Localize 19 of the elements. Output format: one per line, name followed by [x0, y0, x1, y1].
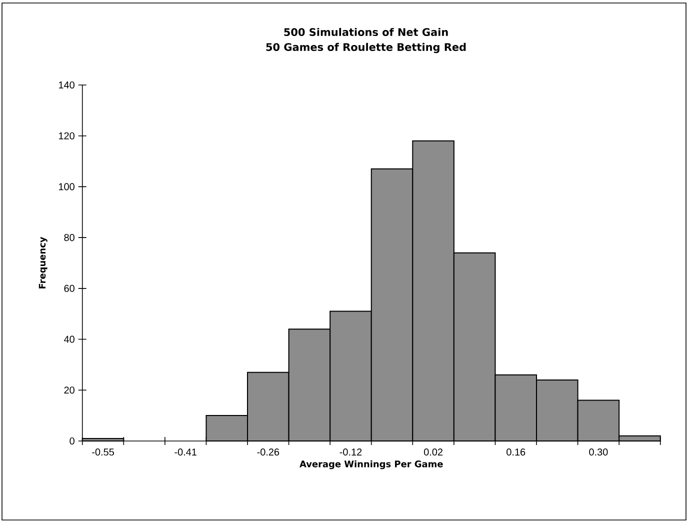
y-tick-label: 80	[64, 234, 74, 242]
x-tick-label: 0.02	[424, 448, 442, 456]
y-tick-label: 0	[70, 437, 74, 445]
y-tick-label: 20	[64, 386, 74, 394]
chart-subtitle: 50 Games of Roulette Betting Red	[266, 42, 466, 54]
y-axis-title: Frequency	[38, 236, 48, 288]
x-tick-label: -0.41	[174, 448, 196, 456]
y-tick-label: 140	[58, 81, 74, 89]
x-tick-label: 0.16	[506, 448, 526, 456]
y-tick-label: 120	[58, 132, 74, 140]
y-tick-label: 40	[64, 336, 74, 343]
x-tick-label: -0.26	[257, 448, 280, 456]
x-tick-label: -0.12	[340, 448, 362, 456]
x-axis-title: Average Winnings Per Game	[300, 460, 443, 470]
y-tick-label: 60	[64, 284, 74, 292]
x-tick-label: -0.55	[92, 448, 114, 456]
x-tick-label: 0.30	[589, 448, 608, 456]
y-tick-label: 100	[58, 183, 74, 190]
chart-title: 500 Simulations of Net Gain	[284, 28, 448, 36]
